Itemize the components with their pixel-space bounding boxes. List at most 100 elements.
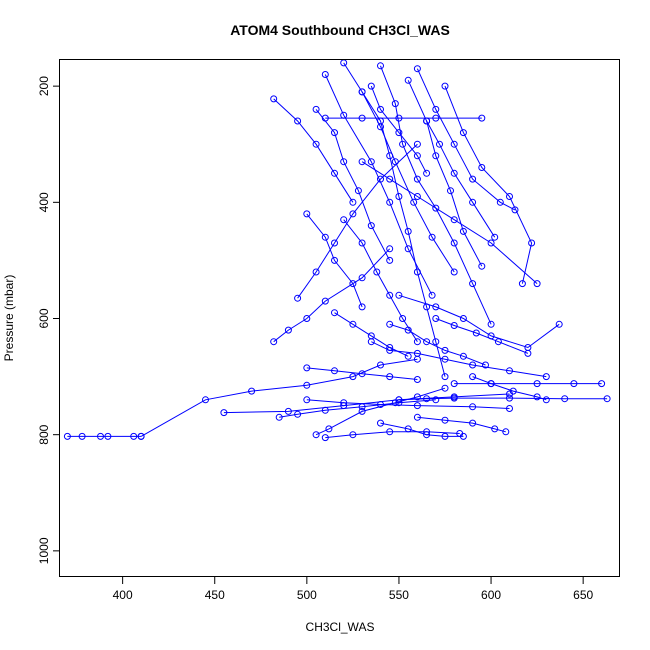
- data-point: [447, 187, 454, 195]
- x-axis-label: CH3Cl_WAS: [306, 620, 375, 634]
- chart-title: ATOM4 Southbound CH3Cl_WAS: [230, 22, 450, 38]
- data-point: [413, 175, 421, 183]
- data-point: [386, 175, 394, 183]
- data-point: [423, 338, 431, 346]
- data-point: [456, 430, 464, 437]
- data-point: [502, 428, 510, 436]
- data-point: [202, 396, 209, 404]
- series-line-12: [444, 85, 533, 284]
- data-point: [413, 393, 421, 401]
- data-point: [321, 434, 329, 442]
- data-point: [104, 432, 112, 440]
- data-point: [358, 158, 366, 166]
- series-line-18: [306, 399, 510, 409]
- data-point: [413, 193, 421, 200]
- x-tick-label: 400: [113, 588, 133, 602]
- data-point: [331, 129, 338, 137]
- data-point: [423, 395, 431, 403]
- data-point: [450, 140, 458, 148]
- data-point: [542, 396, 550, 404]
- data-point: [404, 326, 412, 334]
- data-point: [349, 198, 357, 206]
- data-point: [270, 338, 278, 346]
- data-point: [340, 399, 348, 407]
- data-point: [399, 140, 407, 148]
- data-point: [391, 100, 399, 108]
- data-point: [404, 245, 412, 253]
- series-line-14: [306, 213, 363, 308]
- series-line-28: [361, 91, 455, 273]
- data-point: [220, 409, 228, 417]
- data-point: [469, 373, 477, 381]
- data-point: [97, 432, 104, 440]
- data-point: [413, 413, 421, 421]
- data-point: [395, 129, 403, 137]
- series-line-19: [279, 399, 436, 418]
- data-point: [413, 140, 421, 148]
- data-point: [331, 256, 338, 264]
- series-line-22: [417, 416, 506, 433]
- series-line-10: [324, 74, 433, 296]
- data-point: [312, 268, 320, 276]
- data-point: [441, 82, 449, 90]
- series-line-1: [140, 358, 418, 437]
- data-point: [349, 280, 357, 288]
- data-point: [428, 233, 436, 241]
- data-point: [358, 403, 366, 411]
- data-point: [321, 114, 329, 122]
- data-point: [436, 140, 443, 148]
- data-point: [340, 158, 348, 166]
- series-line-24: [315, 109, 391, 261]
- data-point: [367, 332, 375, 340]
- data-point: [349, 431, 357, 439]
- y-tick-label: 1000: [37, 537, 51, 564]
- data-point: [603, 395, 611, 403]
- data-point: [404, 227, 412, 235]
- data-point: [377, 361, 384, 369]
- data-point: [284, 326, 292, 334]
- series-line-20: [380, 422, 464, 437]
- data-point: [358, 88, 366, 96]
- data-point: [358, 303, 366, 311]
- data-point: [491, 233, 499, 241]
- data-point: [555, 320, 563, 328]
- data-point: [432, 338, 440, 346]
- data-point: [331, 367, 338, 375]
- data-point: [386, 373, 394, 381]
- data-point: [331, 309, 338, 317]
- series-line-33: [370, 85, 428, 174]
- data-point: [542, 373, 550, 381]
- data-point: [423, 169, 431, 177]
- data-point: [469, 361, 477, 369]
- data-point: [511, 206, 519, 214]
- x-tick-label: 450: [205, 588, 225, 602]
- data-point: [78, 432, 86, 440]
- data-point: [248, 387, 256, 395]
- data-point: [450, 380, 458, 388]
- data-point: [478, 114, 486, 122]
- series-line-31: [306, 367, 418, 380]
- data-point: [410, 198, 418, 206]
- series-line-2: [223, 393, 510, 414]
- series-line-32: [435, 318, 529, 354]
- data-point: [321, 71, 329, 78]
- y-axis: 200 400 600 800 1000: [37, 76, 60, 564]
- data-point: [399, 315, 407, 322]
- data-point: [312, 140, 320, 148]
- data-point: [478, 164, 486, 171]
- data-point: [494, 338, 502, 346]
- x-tick-label: 650: [573, 588, 593, 602]
- data-point: [395, 193, 403, 200]
- data-point: [386, 291, 394, 299]
- data-point: [509, 387, 517, 395]
- x-tick-label: 550: [389, 588, 409, 602]
- data-point: [570, 380, 578, 388]
- data-point: [303, 396, 311, 404]
- data-point: [275, 413, 283, 421]
- data-point: [533, 393, 541, 401]
- data-point: [432, 303, 440, 311]
- data-point: [413, 349, 421, 357]
- data-point: [325, 425, 333, 433]
- series-line-3: [398, 397, 608, 401]
